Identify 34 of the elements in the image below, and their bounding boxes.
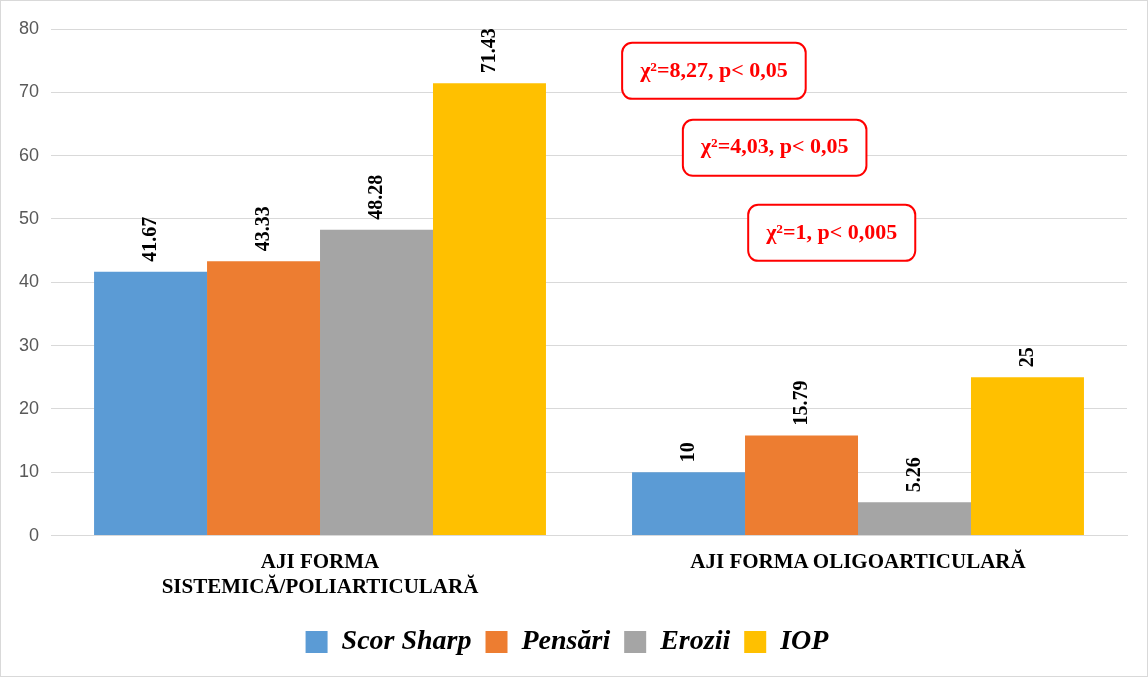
legend-label: Scor Sharp xyxy=(341,624,472,656)
data-label: 25 xyxy=(1014,347,1037,368)
annotation: χ²=4,03, p< 0,05 xyxy=(699,133,849,159)
data-label: 43.33 xyxy=(250,206,273,252)
bar xyxy=(745,435,859,536)
bar xyxy=(207,261,321,536)
x-tick-label: AJI FORMA OLIGOARTICULARĂ xyxy=(690,548,1027,573)
annotation: χ²=8,27, p< 0,05 xyxy=(639,56,788,82)
y-tick-label: 40 xyxy=(18,271,40,292)
data-label: 15.79 xyxy=(788,380,811,426)
data-label: 41.67 xyxy=(137,216,160,262)
y-tick-label: 60 xyxy=(18,144,40,165)
legend-label: IOP xyxy=(779,624,830,656)
y-tick-label: 80 xyxy=(18,17,40,38)
data-label: 48.28 xyxy=(363,174,386,220)
legend-label: Pensări xyxy=(520,624,611,656)
y-tick-label: 30 xyxy=(18,334,40,355)
bar xyxy=(970,377,1084,536)
bar xyxy=(94,271,208,536)
annotation: χ²=1, p< 0,005 xyxy=(765,218,898,244)
y-tick-label: 70 xyxy=(18,81,40,102)
x-tick-label: AJI FORMA SISTEMICĂ/POLIARTICULARĂ xyxy=(161,548,480,598)
data-label: 10 xyxy=(675,442,698,463)
data-label: 5.26 xyxy=(901,457,924,493)
data-label: 71.43 xyxy=(476,28,499,74)
bar xyxy=(858,502,971,536)
y-tick-label: 50 xyxy=(18,207,40,228)
bar xyxy=(632,472,746,536)
bar xyxy=(432,83,546,536)
y-tick-label: 0 xyxy=(29,524,40,545)
y-tick-label: 20 xyxy=(18,397,40,418)
bar xyxy=(320,229,433,536)
legend-label: Erozii xyxy=(659,624,731,656)
y-tick-label: 10 xyxy=(18,461,40,482)
